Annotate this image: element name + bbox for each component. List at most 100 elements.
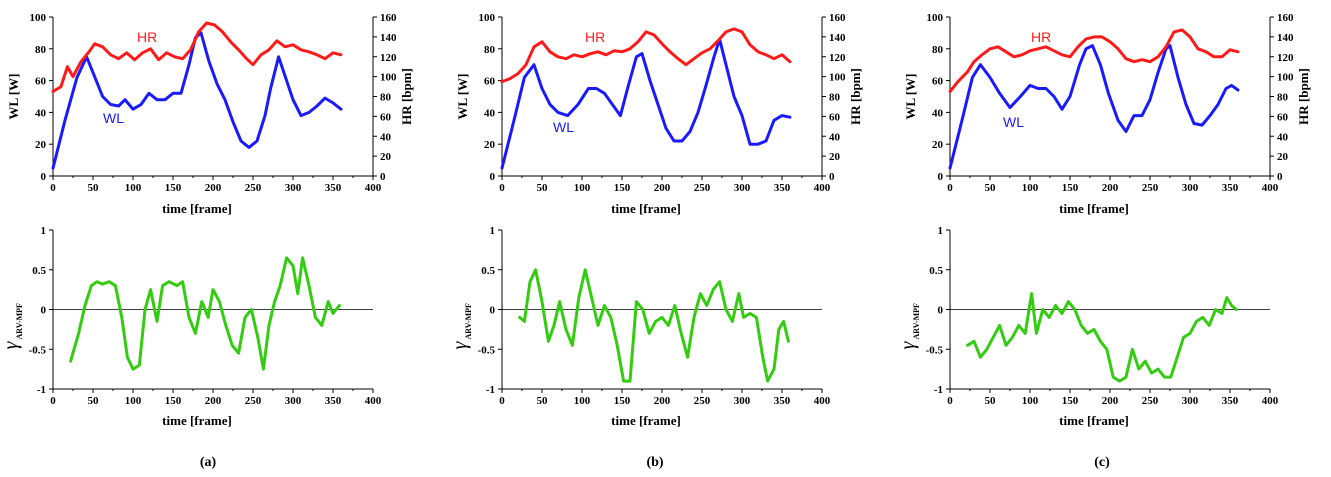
x-tick-label: 100	[574, 182, 591, 194]
y-tick-label: -0.5	[29, 344, 47, 356]
x-tick-label: 350	[774, 395, 791, 407]
gamma-line	[69, 256, 341, 371]
x-tick-label: 0	[499, 395, 505, 407]
y-tick-label: 40	[35, 107, 47, 119]
y2-tick-label: 40	[829, 131, 841, 143]
y-tick-label: -0.5	[926, 344, 944, 356]
y2-tick-label: 60	[829, 111, 841, 123]
y2-tick-label: 60	[380, 111, 392, 123]
y2-tick-label: 0	[829, 171, 835, 183]
x-axis-title: time [frame]	[611, 201, 681, 216]
x-tick-label: 250	[694, 395, 711, 407]
x-tick-label: 50	[537, 395, 549, 407]
x-tick-label: 150	[614, 395, 631, 407]
x-axis-title: time [frame]	[1059, 413, 1129, 428]
y2-tick-label: 20	[1277, 151, 1289, 163]
y-tick-label: 1	[938, 225, 944, 237]
x-tick-label: 200	[654, 182, 671, 194]
x-tick-label: 150	[1062, 182, 1079, 194]
x-tick-label: 200	[1102, 395, 1119, 407]
y-tick-label: 20	[484, 139, 496, 151]
gamma-subscript: ARV-MPF	[15, 303, 24, 340]
chart-top-a: 0 50 100 150 200 250 300 350 4000204060801000204…	[6, 12, 414, 216]
y2-tick-label: 20	[829, 151, 841, 163]
y2-axis-title: HR [bpm]	[848, 68, 863, 125]
panel-label-a: (a)	[200, 455, 217, 470]
y2-tick-label: 120	[829, 52, 846, 64]
x-tick-label: 400	[814, 182, 831, 194]
panel-label-c: (c)	[1094, 455, 1110, 470]
x-tick-label: 50	[88, 182, 100, 194]
y-axis-title: WL [W]	[903, 74, 918, 120]
hr-line	[51, 21, 343, 93]
y2-tick-label: 100	[1277, 72, 1294, 84]
y2-tick-label: 60	[1277, 111, 1289, 123]
x-tick-label: 150	[165, 395, 182, 407]
panel-label-b: (b)	[646, 455, 663, 470]
series-label-hr-b: HR	[585, 29, 605, 45]
x-tick-label: 300	[734, 395, 751, 407]
y-tick-label: 60	[35, 76, 47, 88]
y-axis-title: WL [W]	[6, 74, 21, 120]
y-tick-label: 0	[938, 305, 944, 317]
y-tick-label: 80	[35, 44, 47, 56]
gamma-symbol: γ	[449, 341, 471, 350]
y2-tick-label: 140	[380, 32, 397, 44]
x-tick-label: 350	[325, 395, 342, 407]
x-tick-label: 150	[614, 182, 631, 194]
series-label-wl-c: WL	[1003, 114, 1024, 130]
panels: 0 50 100 150 200 250 300 350 4000204060801000204…	[0, 12, 1311, 428]
x-tick-label: 350	[1222, 182, 1239, 194]
y2-tick-label: 160	[1277, 12, 1294, 24]
x-tick-label: 350	[774, 182, 791, 194]
chart-bottom-a: 0 50 100 150 200 250 300 350 400 -1 -0.5 0 0.5 1 time …	[0, 225, 382, 428]
y2-tick-label: 20	[380, 151, 392, 163]
x-tick-label: 100	[574, 395, 591, 407]
chart-bottom-b: 0 50 100 150 200 250 300 350 400 -1 -0.5 0 0.5 1 time …	[449, 225, 831, 428]
y-tick-label: 0	[41, 171, 47, 183]
x-tick-label: 100	[125, 182, 142, 194]
y2-tick-label: 40	[1277, 131, 1289, 143]
x-tick-label: 400	[365, 182, 382, 194]
y-tick-label: 0.5	[32, 265, 46, 277]
x-tick-label: 100	[1022, 395, 1039, 407]
x-tick-label: 400	[365, 395, 382, 407]
x-axis-title: time [frame]	[162, 201, 232, 216]
y-tick-label: -0.5	[478, 344, 496, 356]
x-tick-label: 50	[537, 182, 549, 194]
y2-tick-label: 100	[829, 72, 846, 84]
x-tick-label: 150	[1062, 395, 1079, 407]
y-axis-title: WL [W]	[455, 74, 470, 120]
y-tick-label: 0.5	[929, 265, 943, 277]
gamma-symbol: γ	[0, 341, 22, 350]
y-tick-label: -1	[37, 384, 46, 396]
x-tick-label: 0	[499, 182, 505, 194]
y-tick-label: -1	[486, 384, 495, 396]
y-tick-label: 20	[932, 139, 944, 151]
x-tick-label: 200	[205, 395, 222, 407]
y2-tick-label: 80	[1277, 92, 1289, 104]
y-tick-label: 0.5	[481, 265, 495, 277]
x-tick-label: 0	[50, 182, 56, 194]
y2-axis-title: HR [bpm]	[399, 68, 414, 125]
y-tick-label: 1	[490, 225, 496, 237]
gamma-line	[518, 268, 790, 383]
y2-tick-label: 80	[829, 92, 841, 104]
y-tick-label: 100	[30, 12, 47, 24]
series-label-wl-b: WL	[553, 119, 574, 135]
x-tick-label: 300	[734, 182, 751, 194]
chart-top-c: 0 50 100 150 200 250 300 350 4000204060801000204…	[903, 12, 1311, 216]
x-tick-label: 250	[1142, 182, 1159, 194]
x-tick-label: 250	[694, 182, 711, 194]
y2-tick-label: 40	[380, 131, 392, 143]
x-tick-label: 250	[245, 395, 262, 407]
hr-line	[948, 28, 1240, 93]
gamma-line	[966, 292, 1238, 383]
y2-tick-label: 120	[380, 52, 397, 64]
chart-top-b: 0 50 100 150 200 250 300 350 4000204060801000204…	[455, 12, 863, 216]
y2-tick-label: 160	[380, 12, 397, 24]
series-label-wl-a: WL	[103, 110, 124, 126]
y-tick-label: 20	[35, 139, 47, 151]
y-tick-label: -1	[934, 384, 943, 396]
